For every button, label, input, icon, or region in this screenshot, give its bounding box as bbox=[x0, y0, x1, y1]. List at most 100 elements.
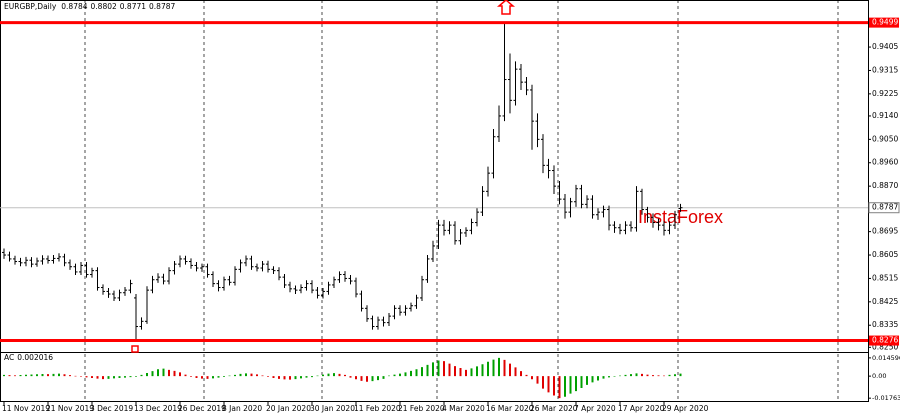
ac-bar bbox=[421, 367, 423, 377]
ac-bar bbox=[652, 375, 654, 377]
ac-bar bbox=[371, 376, 374, 382]
symbol-header: EURGBP,Daily 0.8784 0.8802 0.8771 0.8787 bbox=[4, 2, 176, 11]
x-tick-label: 20 Jan 2020 bbox=[266, 404, 311, 413]
ac-bar bbox=[674, 374, 676, 377]
ac-bar bbox=[19, 375, 22, 377]
ac-bar bbox=[630, 374, 632, 377]
y-tick-label: 0.8250 bbox=[872, 342, 898, 351]
ac-bar bbox=[443, 361, 445, 377]
ac-bar bbox=[509, 363, 511, 377]
x-tick-label: 26 Dec 2019 bbox=[178, 404, 226, 413]
ac-bar bbox=[569, 376, 572, 394]
y-tick-label: 0.8605 bbox=[872, 250, 898, 259]
ac-bar bbox=[212, 376, 214, 379]
y-tick-label: 0.8425 bbox=[872, 297, 898, 306]
ac-bar bbox=[91, 376, 93, 378]
ac-bar bbox=[327, 373, 330, 377]
x-tick-label: 11 Nov 2019 bbox=[2, 404, 50, 413]
ac-bar bbox=[619, 375, 621, 377]
ac-bar bbox=[58, 373, 60, 377]
ac-bar bbox=[3, 374, 5, 377]
ac-bar bbox=[646, 374, 649, 377]
ac-bar bbox=[558, 376, 561, 399]
ac-bar bbox=[333, 373, 335, 377]
ac-bar bbox=[316, 375, 319, 377]
indicator-panel-frame bbox=[0, 352, 869, 402]
ac-bar bbox=[498, 357, 500, 377]
ac-bar bbox=[377, 376, 379, 381]
ac-bar bbox=[256, 374, 258, 377]
ac-bar bbox=[366, 376, 368, 382]
x-tick-label: 17 Apr 2020 bbox=[618, 404, 665, 413]
y-tick-label: 0.8515 bbox=[872, 273, 898, 282]
ac-bar bbox=[360, 376, 363, 381]
ac-bar bbox=[415, 369, 418, 377]
ac-bar bbox=[426, 364, 429, 377]
ac-bar bbox=[476, 366, 478, 377]
ac-bar bbox=[173, 370, 176, 377]
last-open: 0.8784 bbox=[61, 2, 87, 11]
ac-bar bbox=[107, 376, 110, 379]
x-tick-label: 30 Jan 2020 bbox=[310, 404, 355, 413]
ac-bar bbox=[459, 368, 462, 377]
ac-bar bbox=[283, 376, 286, 380]
ac-bar bbox=[206, 376, 209, 379]
ac-bar bbox=[399, 373, 401, 377]
ac-bar bbox=[635, 373, 638, 377]
ac-bar bbox=[679, 373, 682, 377]
ac-bar bbox=[157, 369, 159, 377]
ac-bar bbox=[289, 376, 291, 380]
ac-bar bbox=[531, 376, 533, 380]
low-marker bbox=[131, 345, 139, 353]
ac-bar bbox=[410, 370, 412, 377]
ac-bar bbox=[520, 371, 522, 377]
ac-bar bbox=[355, 376, 357, 380]
ac-bar bbox=[608, 376, 610, 378]
ac-bar bbox=[597, 376, 599, 381]
ac-bar bbox=[602, 376, 605, 379]
ac-bar bbox=[113, 376, 115, 379]
ac-bar bbox=[564, 376, 566, 397]
ac-bar bbox=[575, 376, 577, 392]
ac-bar bbox=[162, 368, 165, 377]
ac-bar bbox=[591, 376, 594, 383]
ac-bar bbox=[404, 372, 407, 377]
level-label-box bbox=[869, 17, 899, 28]
ac-bar bbox=[179, 372, 181, 377]
ac-bar bbox=[8, 375, 11, 377]
ac-bar bbox=[586, 376, 588, 385]
ac-bar bbox=[388, 375, 390, 377]
x-tick-label: 29 Apr 2020 bbox=[662, 404, 709, 413]
x-tick-label: 26 Mar 2020 bbox=[530, 404, 578, 413]
ac-bar bbox=[102, 376, 104, 380]
ac-bar bbox=[96, 376, 99, 379]
ac-bar bbox=[41, 374, 44, 377]
x-tick-label: 11 Feb 2020 bbox=[354, 404, 401, 413]
ac-bar bbox=[305, 376, 308, 378]
ac-bar bbox=[393, 374, 396, 377]
ac-bar bbox=[624, 374, 627, 377]
ac-bar bbox=[349, 376, 352, 378]
ac-bar bbox=[184, 374, 187, 377]
ac-bar bbox=[448, 363, 451, 377]
ac-bar bbox=[195, 376, 198, 378]
level-label: 0.9499 bbox=[872, 18, 898, 27]
ac-bar bbox=[201, 376, 203, 379]
watermark: InstaForex bbox=[638, 207, 723, 227]
ac-bar bbox=[129, 376, 132, 378]
ac-bar bbox=[36, 374, 38, 377]
ac-bar bbox=[492, 359, 495, 377]
ac-bar bbox=[344, 374, 346, 377]
ac-bar bbox=[245, 373, 247, 377]
x-tick-label: 21 Feb 2020 bbox=[398, 404, 445, 413]
symbol: EURGBP,Daily bbox=[4, 2, 57, 11]
ac-bar bbox=[52, 373, 55, 377]
ac-bar bbox=[47, 374, 49, 377]
indicator-name: AC bbox=[4, 353, 14, 362]
ac-bar bbox=[85, 376, 88, 378]
ac-bar bbox=[234, 374, 236, 377]
ac-bar bbox=[382, 376, 385, 379]
ac-bar bbox=[14, 375, 16, 377]
ac-bar bbox=[63, 374, 66, 377]
